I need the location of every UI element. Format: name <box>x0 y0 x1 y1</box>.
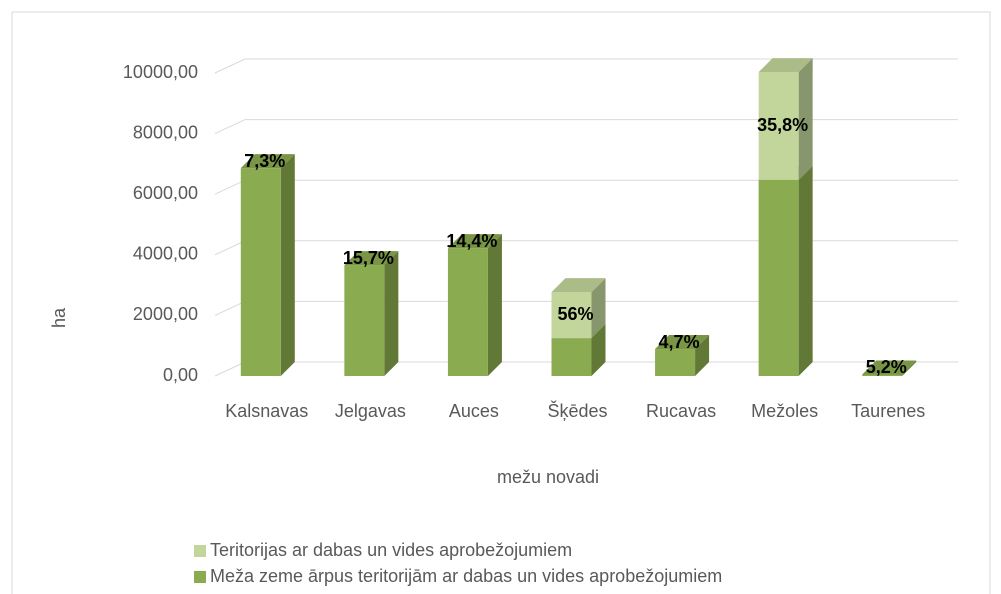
bar-face <box>862 360 917 375</box>
bar-segment <box>240 154 295 376</box>
bar-segment <box>758 165 813 376</box>
y-axis-title: ha <box>49 307 69 328</box>
legend-label: Teritorijas ar dabas un vides aprobežoju… <box>210 540 572 560</box>
grid-line <box>214 58 958 74</box>
bar-face <box>280 154 295 376</box>
bar-face <box>695 335 710 376</box>
bar-face <box>902 360 917 376</box>
bar-segment <box>758 58 813 180</box>
x-tick-label: Šķēdes <box>547 400 607 421</box>
data-label: 7,3% <box>244 151 285 171</box>
y-tick-label: 6000,00 <box>133 183 198 203</box>
bar-face <box>487 234 502 376</box>
bar-face <box>447 234 502 249</box>
bar-face <box>591 278 606 339</box>
data-label: 5,2% <box>866 357 907 377</box>
grid-line <box>214 119 958 135</box>
bar-segment <box>447 234 502 376</box>
bar-segment <box>551 278 606 339</box>
bar-face <box>240 154 295 169</box>
x-tick-label: Taurenes <box>851 401 925 421</box>
bar-face <box>551 338 592 376</box>
x-tick-label: Auces <box>449 401 499 421</box>
x-axis-title: mežu novadi <box>497 467 599 487</box>
bar-face <box>758 179 799 376</box>
bar-segment <box>862 360 917 376</box>
data-label: 56% <box>557 304 593 324</box>
data-label: 14,4% <box>446 231 497 251</box>
bar-face <box>384 251 399 376</box>
x-tick-label: Kalsnavas <box>225 401 308 421</box>
bar-face <box>655 335 710 350</box>
bar-face <box>447 248 488 376</box>
legend-swatch <box>194 571 206 583</box>
x-tick-label: Jelgavas <box>335 401 406 421</box>
y-tick-label: 4000,00 <box>133 244 198 264</box>
y-tick-label: 10000,00 <box>123 62 198 82</box>
bar-face <box>798 165 813 376</box>
y-tick-label: 2000,00 <box>133 304 198 324</box>
bar-face <box>591 324 606 376</box>
y-tick-label: 0,00 <box>163 365 198 385</box>
data-label: 4,7% <box>659 332 700 352</box>
bar-face <box>551 292 592 339</box>
bar-face <box>798 58 813 180</box>
legend-label: Meža zeme ārpus teritorijām ar dabas un … <box>210 566 722 586</box>
legend-swatch <box>194 545 206 557</box>
bar-face <box>655 349 696 376</box>
bar-face <box>758 58 813 73</box>
bar-face <box>344 251 399 266</box>
bar-face <box>344 265 385 376</box>
bar-face <box>862 374 903 376</box>
bar-face <box>551 278 606 293</box>
bar-face <box>240 168 281 376</box>
bar-segment <box>344 251 399 376</box>
y-tick-label: 8000,00 <box>133 122 198 142</box>
data-label: 15,7% <box>343 248 394 268</box>
x-tick-label: Mežoles <box>751 401 818 421</box>
data-label: 35,8% <box>757 115 808 135</box>
x-tick-label: Rucavas <box>646 401 716 421</box>
bar-segment <box>655 335 710 376</box>
bar-face <box>758 72 799 180</box>
